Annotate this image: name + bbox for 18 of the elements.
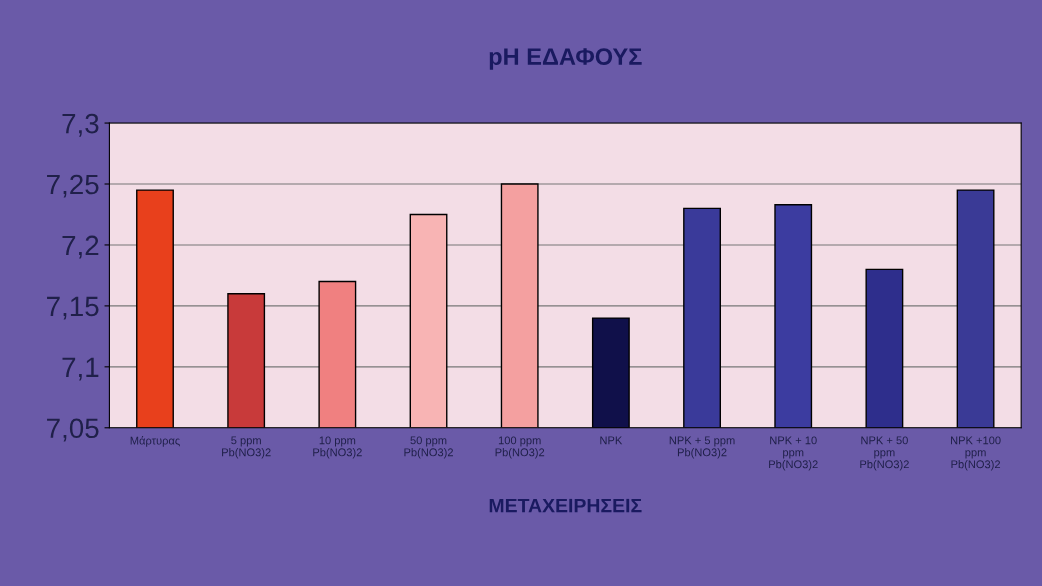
x-tick-label: NPK + 5 ppm Pb(NO3)2 [669, 436, 735, 459]
x-tick-label: Μάρτυρας [130, 436, 180, 447]
x-tick-label: 10 ppm Pb(NO3)2 [313, 436, 362, 459]
x-tick-label: 100 ppm Pb(NO3)2 [495, 436, 545, 459]
y-tick-label: 7,1 [62, 357, 99, 381]
y-tick-label: 7,2 [62, 235, 99, 259]
x-tick-label: NPK [600, 436, 623, 445]
chart-title: pH ΕΔΑΦΟΥΣ [489, 48, 642, 70]
x-axis-title: ΜΕΤΑΧΕΙΡΗΣΕΙΣ [489, 498, 642, 513]
y-tick-label: 7,25 [47, 174, 99, 198]
y-tick-label: 7,3 [62, 113, 99, 137]
x-tick-label: 5 ppm Pb(NO3)2 [222, 436, 271, 459]
x-tick-label: NPK +100 ppm Pb(NO3)2 [951, 436, 1001, 471]
x-tick-label: NPK + 50 ppm Pb(NO3)2 [860, 436, 909, 471]
y-tick-label: 7,15 [47, 296, 99, 320]
x-tick-label: 50 ppm Pb(NO3)2 [404, 436, 453, 459]
y-tick-label: 7,05 [47, 418, 99, 442]
x-tick-label: NPK + 10 ppm Pb(NO3)2 [769, 436, 818, 471]
